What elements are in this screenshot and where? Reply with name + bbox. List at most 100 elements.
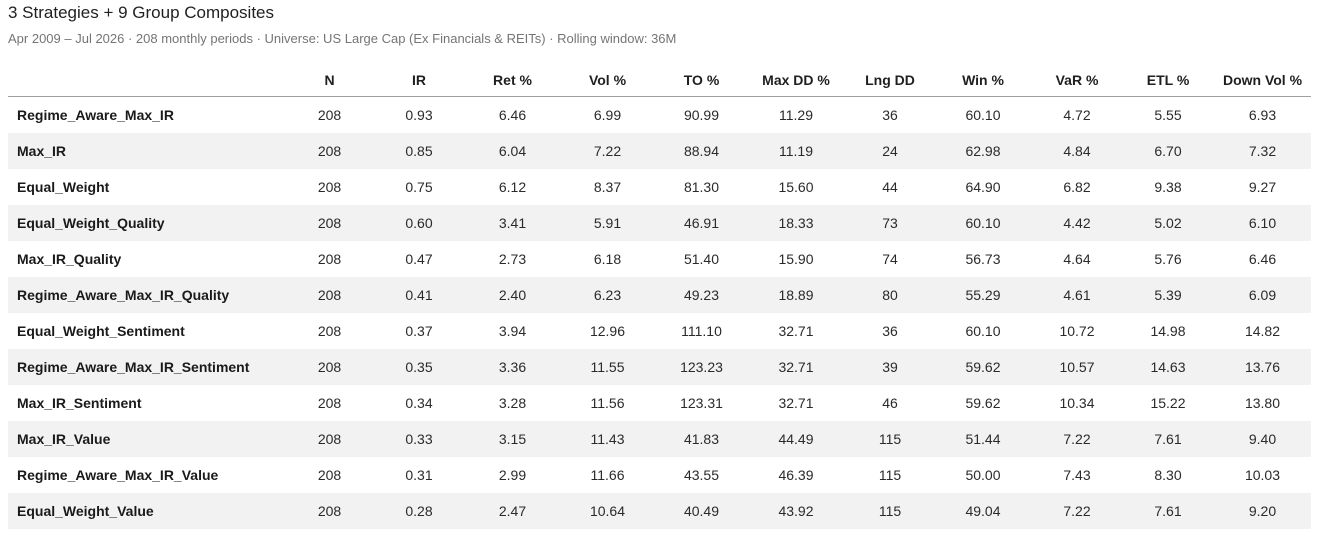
metric-cell: 2.40 bbox=[467, 277, 558, 313]
metric-cell: 11.56 bbox=[590, 395, 625, 411]
metric-cell: 9.27 bbox=[1248, 179, 1277, 195]
strategy-name-cell: Equal_Weight bbox=[17, 179, 110, 195]
table-header: N IR Ret % Vol % TO % Max DD % Lng DD Win % VaR … bbox=[8, 64, 1311, 97]
metric-cell: 4.61 bbox=[1032, 277, 1122, 313]
metric-cell: 4.84 bbox=[1032, 133, 1122, 169]
metric-cell: 111.10 bbox=[681, 323, 722, 339]
metric-cell: 208 bbox=[288, 277, 371, 313]
metric-cell: 6.12 bbox=[498, 179, 527, 195]
column-header: ETL % bbox=[1122, 64, 1214, 97]
metric-cell: 13.80 bbox=[1244, 395, 1281, 411]
metric-cell: 88.94 bbox=[657, 133, 746, 169]
metric-cell: 2.99 bbox=[498, 467, 527, 483]
metric-cell: 0.60 bbox=[371, 205, 467, 241]
metric-cell: 60.10 bbox=[934, 205, 1032, 241]
metric-cell: 0.35 bbox=[371, 349, 467, 385]
metric-cell: 208 bbox=[288, 421, 371, 457]
metric-cell: 43.92 bbox=[746, 493, 846, 529]
metric-cell: 44 bbox=[882, 179, 898, 195]
metric-cell: 0.85 bbox=[371, 133, 467, 169]
column-header: Down Vol % bbox=[1214, 64, 1311, 97]
metric-cell: 46.91 bbox=[657, 205, 746, 241]
metric-cell: 0.37 bbox=[405, 323, 433, 339]
metric-cell: 9.20 bbox=[1214, 493, 1311, 529]
metric-cell: 51.40 bbox=[683, 251, 720, 267]
metric-cell: 11.43 bbox=[558, 421, 657, 457]
metric-cell: 55.29 bbox=[934, 277, 1032, 313]
metric-cell: 7.61 bbox=[1122, 493, 1214, 529]
metric-cell: 60.10 bbox=[965, 107, 1001, 123]
metric-cell: 123.23 bbox=[657, 349, 746, 385]
metric-cell: 14.98 bbox=[1150, 323, 1186, 339]
metric-cell: 0.34 bbox=[405, 395, 433, 411]
metric-cell: 5.39 bbox=[1122, 277, 1214, 313]
metric-cell: 10.34 bbox=[1059, 395, 1095, 411]
strategy-name-cell: Equal_Weight_Quality bbox=[8, 205, 288, 241]
metric-cell: 5.76 bbox=[1154, 251, 1182, 267]
metric-cell: 115 bbox=[846, 421, 934, 457]
metric-cell: 36 bbox=[882, 323, 898, 339]
metric-cell: 62.98 bbox=[934, 133, 1032, 169]
strategy-name-cell: Max_IR_Quality bbox=[17, 251, 122, 267]
metric-cell: 46 bbox=[882, 395, 898, 411]
metric-cell: 11.29 bbox=[779, 107, 813, 123]
metric-cell: 6.23 bbox=[558, 277, 657, 313]
table-row: Regime_Aware_Max_IR_Quality 208 0.41 2.40 6.… bbox=[8, 277, 1311, 313]
metric-cell: 0.75 bbox=[405, 179, 433, 195]
metric-cell: 5.02 bbox=[1122, 205, 1214, 241]
metric-cell: 5.55 bbox=[1154, 107, 1182, 123]
metric-cell: 208 bbox=[317, 107, 342, 123]
metric-cell: 0.93 bbox=[405, 107, 433, 123]
table-row: Equal_Weight_Quality 208 0.60 3.41 5.91 46.91… bbox=[8, 205, 1311, 241]
metric-cell: 0.31 bbox=[405, 467, 433, 483]
column-header: VaR % bbox=[1032, 64, 1122, 97]
table-row: Max_IR 208 0.85 6.04 7.22 88.94 11.19 24 62.98 4.… bbox=[8, 133, 1311, 169]
strategy-name-cell: Regime_Aware_Max_IR_Quality bbox=[8, 277, 288, 313]
metric-cell: 18.33 bbox=[746, 205, 846, 241]
metric-cell: 7.22 bbox=[558, 133, 657, 169]
metric-cell: 7.43 bbox=[1063, 467, 1091, 483]
metric-cell: 208 bbox=[288, 493, 371, 529]
column-header: Lng DD bbox=[846, 64, 934, 97]
metric-cell: 4.72 bbox=[1063, 107, 1091, 123]
metric-cell: 6.99 bbox=[593, 107, 622, 123]
table-body: Regime_Aware_Max_IR 208 0.93 6.46 6.99 90.99 1… bbox=[8, 97, 1311, 529]
table-row: Equal_Weight_Sentiment 208 0.37 3.94 12.96 11… bbox=[8, 313, 1311, 349]
metric-cell: 43.55 bbox=[683, 467, 720, 483]
column-header: Max DD % bbox=[746, 64, 846, 97]
metric-cell: 208 bbox=[317, 467, 342, 483]
metric-cell: 0.47 bbox=[405, 251, 433, 267]
metric-cell: 49.23 bbox=[657, 277, 746, 313]
metric-cell: 115 bbox=[878, 467, 902, 483]
metric-cell: 208 bbox=[317, 179, 342, 195]
table-row: Equal_Weight 208 0.75 6.12 8.37 81.30 15.60 44 6… bbox=[8, 169, 1311, 205]
metric-cell: 11.66 bbox=[590, 467, 625, 483]
column-header: N bbox=[288, 64, 371, 97]
metric-cell: 81.30 bbox=[683, 179, 720, 195]
metric-cell: 208 bbox=[288, 133, 371, 169]
metric-cell: 7.22 bbox=[1032, 421, 1122, 457]
metric-cell: 6.46 bbox=[1248, 251, 1277, 267]
metric-cell: 9.40 bbox=[1214, 421, 1311, 457]
metric-cell: 74 bbox=[882, 251, 898, 267]
metric-cell: 80 bbox=[846, 277, 934, 313]
table-row: Regime_Aware_Max_IR_Sentiment 208 0.35 3.36… bbox=[8, 349, 1311, 385]
metric-cell: 59.62 bbox=[934, 349, 1032, 385]
strategy-name-cell: Regime_Aware_Max_IR_Sentiment bbox=[8, 349, 288, 385]
metric-cell: 208 bbox=[317, 251, 342, 267]
metric-cell: 6.10 bbox=[1214, 205, 1311, 241]
metric-cell: 6.18 bbox=[593, 251, 622, 267]
metric-cell: 41.83 bbox=[657, 421, 746, 457]
table-row: Max_IR_Quality 208 0.47 2.73 6.18 51.40 15.90 7… bbox=[8, 241, 1311, 277]
metric-cell: 3.15 bbox=[467, 421, 558, 457]
metric-cell: 6.04 bbox=[467, 133, 558, 169]
metric-cell: 9.38 bbox=[1154, 179, 1182, 195]
metric-cell: 6.46 bbox=[498, 107, 527, 123]
metric-cell: 208 bbox=[288, 205, 371, 241]
metric-cell: 3.94 bbox=[498, 323, 527, 339]
metric-cell: 39 bbox=[846, 349, 934, 385]
metric-cell: 40.49 bbox=[657, 493, 746, 529]
metric-cell: 90.99 bbox=[683, 107, 720, 123]
metric-cell: 32.71 bbox=[778, 323, 814, 339]
column-header: Vol % bbox=[558, 64, 657, 97]
